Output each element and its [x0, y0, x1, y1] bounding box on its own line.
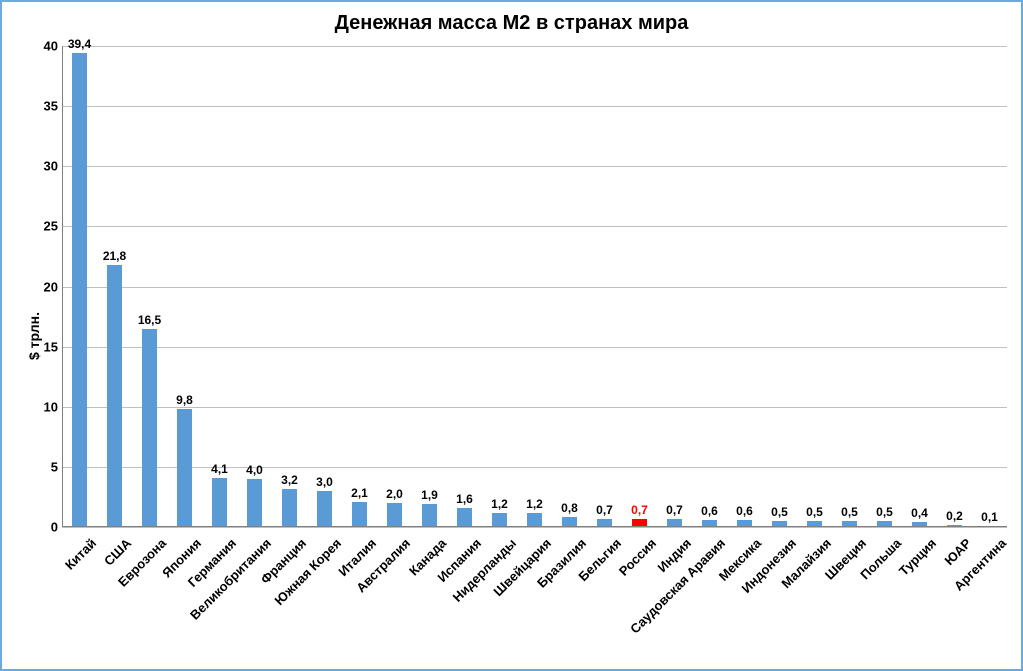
bar [107, 265, 123, 527]
chart-frame: Денежная масса М2 в странах мира $ трлн.… [0, 0, 1023, 671]
bar-slot: 0,7Индия [657, 46, 692, 527]
y-tick-label: 35 [28, 99, 58, 114]
bar-slot: 0,7Россия [622, 46, 657, 527]
y-tick-label: 30 [28, 159, 58, 174]
bar-slot: 1,2Швейцария [517, 46, 552, 527]
chart-title: Денежная масса М2 в странах мира [2, 12, 1021, 35]
bar-value-label: 0,7 [587, 503, 622, 517]
bar-value-label: 4,0 [237, 463, 272, 477]
bar [457, 508, 473, 527]
bar-value-label: 1,2 [482, 497, 517, 511]
category-label: Китай [59, 533, 99, 573]
bar-slot: 1,2Нидерланды [482, 46, 517, 527]
bar [177, 409, 193, 527]
bar-value-label: 0,6 [727, 504, 762, 518]
bar-slot: 0,5Индонезия [762, 46, 797, 527]
bar-slot: 2,1Италия [342, 46, 377, 527]
bar [317, 491, 333, 527]
category-label: Россия [613, 533, 659, 579]
y-axis: 0510152025303540 [28, 46, 58, 527]
y-tick-label: 20 [28, 279, 58, 294]
bar-slot: 21,8США [97, 46, 132, 527]
bar-value-label: 2,0 [377, 487, 412, 501]
bar-value-label: 3,2 [272, 473, 307, 487]
bar-value-label: 0,5 [867, 505, 902, 519]
bar [352, 502, 368, 527]
bar [282, 489, 298, 527]
category-label: Турция [893, 533, 939, 579]
bar-slot: 0,8Бразилия [552, 46, 587, 527]
bar-slot: 1,9Канада [412, 46, 447, 527]
bar-value-label: 16,5 [132, 313, 167, 327]
y-tick-label: 40 [28, 39, 58, 54]
plot-area: 0510152025303540 39,4Китай21,8США16,5Евр… [62, 46, 1007, 667]
y-axis-line [62, 46, 63, 527]
bar-value-label: 21,8 [97, 249, 132, 263]
bar-value-label: 39,4 [62, 37, 97, 51]
bar-slot: 0,7Бельгия [587, 46, 622, 527]
bar-slot: 3,2Франция [272, 46, 307, 527]
bar-value-label: 9,8 [167, 393, 202, 407]
bar [247, 479, 263, 527]
bar-value-label: 0,5 [762, 505, 797, 519]
bar-value-label: 1,6 [447, 492, 482, 506]
y-tick-label: 10 [28, 399, 58, 414]
bar-slot: 1,6Испания [447, 46, 482, 527]
x-axis-line [62, 526, 1007, 527]
bar [422, 504, 438, 527]
bar-value-label: 3,0 [307, 475, 342, 489]
bar-value-label: 0,5 [797, 505, 832, 519]
bars-area: 39,4Китай21,8США16,5Еврозона9,8Япония4,1… [62, 46, 1007, 527]
bar [72, 53, 88, 527]
y-tick-label: 5 [28, 459, 58, 474]
bar-slot: 16,5Еврозона [132, 46, 167, 527]
bar-slot: 0,6Саудовская Аравия [692, 46, 727, 527]
bar-slot: 2,0Австралия [377, 46, 412, 527]
bar-slot: 39,4Китай [62, 46, 97, 527]
bar-value-label: 1,9 [412, 488, 447, 502]
bar-slot: 0,6Мексика [727, 46, 762, 527]
bar-value-label: 2,1 [342, 486, 377, 500]
bar-value-label: 4,1 [202, 462, 237, 476]
bar-value-label: 0,7 [657, 503, 692, 517]
bar-value-label: 0,4 [902, 506, 937, 520]
bar-slot: 0,5Польша [867, 46, 902, 527]
y-tick-label: 0 [28, 520, 58, 535]
bar [492, 513, 508, 527]
bar-value-label: 0,7 [622, 503, 657, 517]
bar-slot: 0,2ЮАР [937, 46, 972, 527]
bar-value-label: 1,2 [517, 497, 552, 511]
bar-slot: 4,0Великобритания [237, 46, 272, 527]
gridline [62, 527, 1007, 528]
bar [527, 513, 543, 527]
bar-value-label: 0,8 [552, 501, 587, 515]
bar-slot: 3,0Южная Корея [307, 46, 342, 527]
bar [387, 503, 403, 527]
bar-value-label: 0,1 [972, 510, 1007, 524]
bar-slot: 9,8Япония [167, 46, 202, 527]
bar-slot: 0,1Аргентина [972, 46, 1007, 527]
bar-value-label: 0,6 [692, 504, 727, 518]
bar-value-label: 0,5 [832, 505, 867, 519]
y-tick-label: 15 [28, 339, 58, 354]
bar-slot: 0,5Малайзия [797, 46, 832, 527]
bar-value-label: 0,2 [937, 509, 972, 523]
bar-slot: 0,4Турция [902, 46, 937, 527]
bar-slot: 0,5Швеция [832, 46, 867, 527]
bar-slot: 4,1Германия [202, 46, 237, 527]
bar [212, 478, 228, 527]
bar [142, 329, 158, 527]
y-tick-label: 25 [28, 219, 58, 234]
